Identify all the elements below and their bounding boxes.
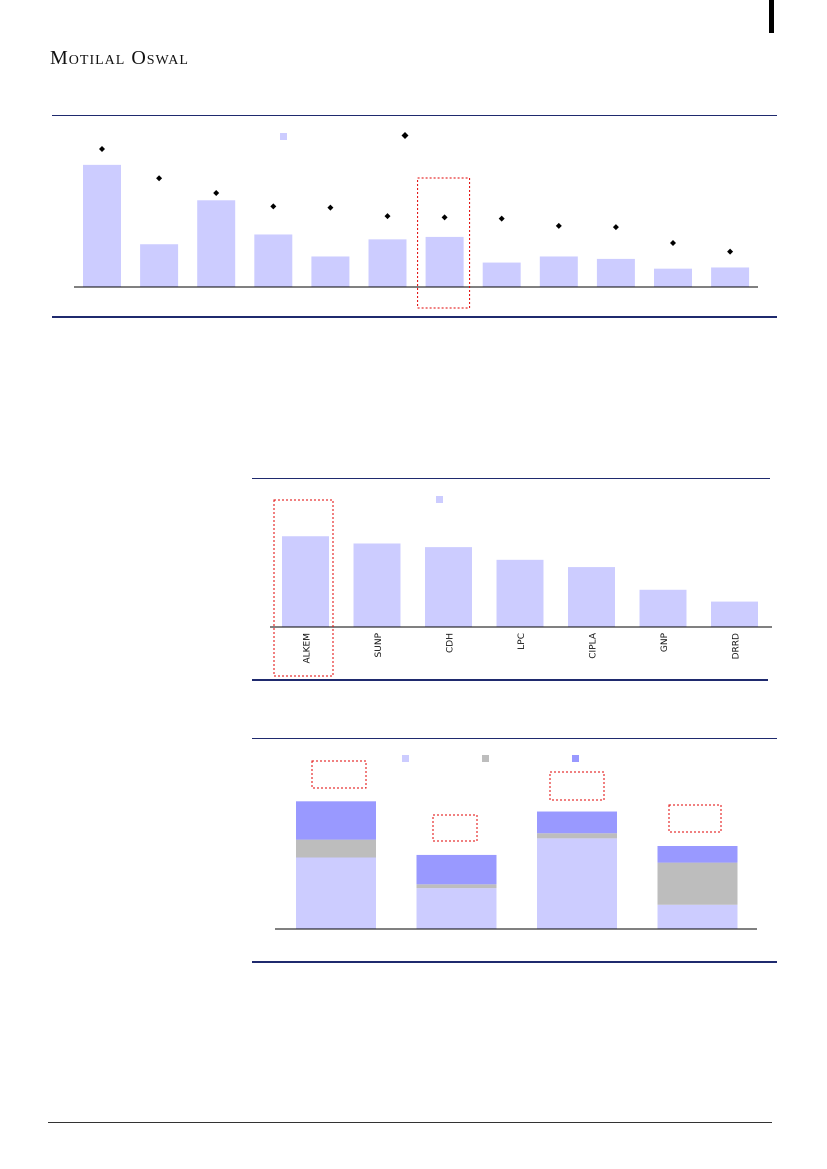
legend-swatch-bar [436, 496, 443, 503]
marker-point [727, 248, 734, 255]
chart2-top-rule [252, 478, 770, 479]
annotation-box [311, 760, 367, 789]
bar-segment [416, 854, 497, 885]
marker-point [270, 203, 277, 210]
bar [539, 256, 578, 287]
x-tick-label: GNP [660, 632, 670, 652]
bar [639, 589, 687, 627]
bar-segment [657, 846, 738, 863]
chart1-bottom-rule [52, 316, 777, 318]
x-tick-label: CDH [446, 633, 456, 653]
chart3-bottom-rule [252, 961, 777, 963]
legend-swatch-bar [280, 133, 287, 140]
bar-segment [296, 857, 376, 929]
marker-point [213, 189, 220, 196]
chart-2: ALKEM SUNP CDH LPC CIPLA GNP DRRD [270, 496, 772, 677]
marker-point [612, 224, 619, 231]
bar [83, 164, 121, 287]
marker-point [156, 175, 163, 182]
highlight-box [273, 499, 334, 677]
annotation-box [668, 804, 722, 833]
bar-segment [657, 862, 738, 905]
marker-point [498, 215, 505, 222]
bar [282, 536, 329, 627]
chart-3 [275, 755, 757, 930]
highlight-box [417, 177, 471, 309]
annotation-box [432, 814, 478, 842]
marker-point [384, 213, 391, 220]
footer-rule [48, 1122, 772, 1123]
legend-swatch-2 [572, 755, 579, 762]
bar-segment [416, 884, 497, 889]
marker-point [327, 204, 334, 211]
brand-logo: Motilal Oswal [50, 47, 189, 69]
marker-point [441, 214, 448, 221]
chart2-bottom-rule [252, 679, 768, 681]
bar-segment [296, 839, 376, 858]
x-tick-label: DRRD [732, 633, 742, 659]
bar [711, 267, 750, 287]
annotation-box [549, 771, 605, 801]
x-tick-label: SUNP [374, 632, 384, 657]
chart-1 [74, 132, 758, 309]
bar [482, 262, 521, 287]
bar [140, 244, 179, 287]
bar [596, 258, 635, 287]
x-tick-label: CIPLA [589, 632, 599, 659]
bar [425, 236, 464, 287]
bar-segment [657, 904, 738, 929]
x-tick-label: ALKEM [303, 633, 313, 664]
bar [353, 543, 401, 627]
legend-swatch-0 [402, 755, 409, 762]
bar-segment [537, 838, 617, 929]
bar [368, 239, 407, 287]
corner-mark [769, 0, 774, 33]
bar [496, 559, 544, 627]
marker-point [555, 222, 562, 229]
chart3-top-rule [252, 738, 777, 739]
legend-swatch-marker [401, 132, 409, 139]
legend-swatch-1 [482, 755, 489, 762]
bar [711, 601, 758, 627]
bar [425, 547, 472, 627]
bar [254, 234, 293, 287]
bar [197, 200, 236, 287]
bar-segment [416, 888, 497, 929]
chart1-top-rule [52, 115, 777, 116]
bar-segment [537, 811, 617, 834]
bar-segment [296, 801, 376, 840]
bar [568, 567, 615, 627]
x-tick-label: LPC [517, 633, 527, 650]
marker-point [99, 145, 105, 152]
bar [311, 256, 350, 287]
bar-segment [537, 833, 617, 839]
bar [654, 268, 692, 287]
marker-point [670, 240, 676, 247]
